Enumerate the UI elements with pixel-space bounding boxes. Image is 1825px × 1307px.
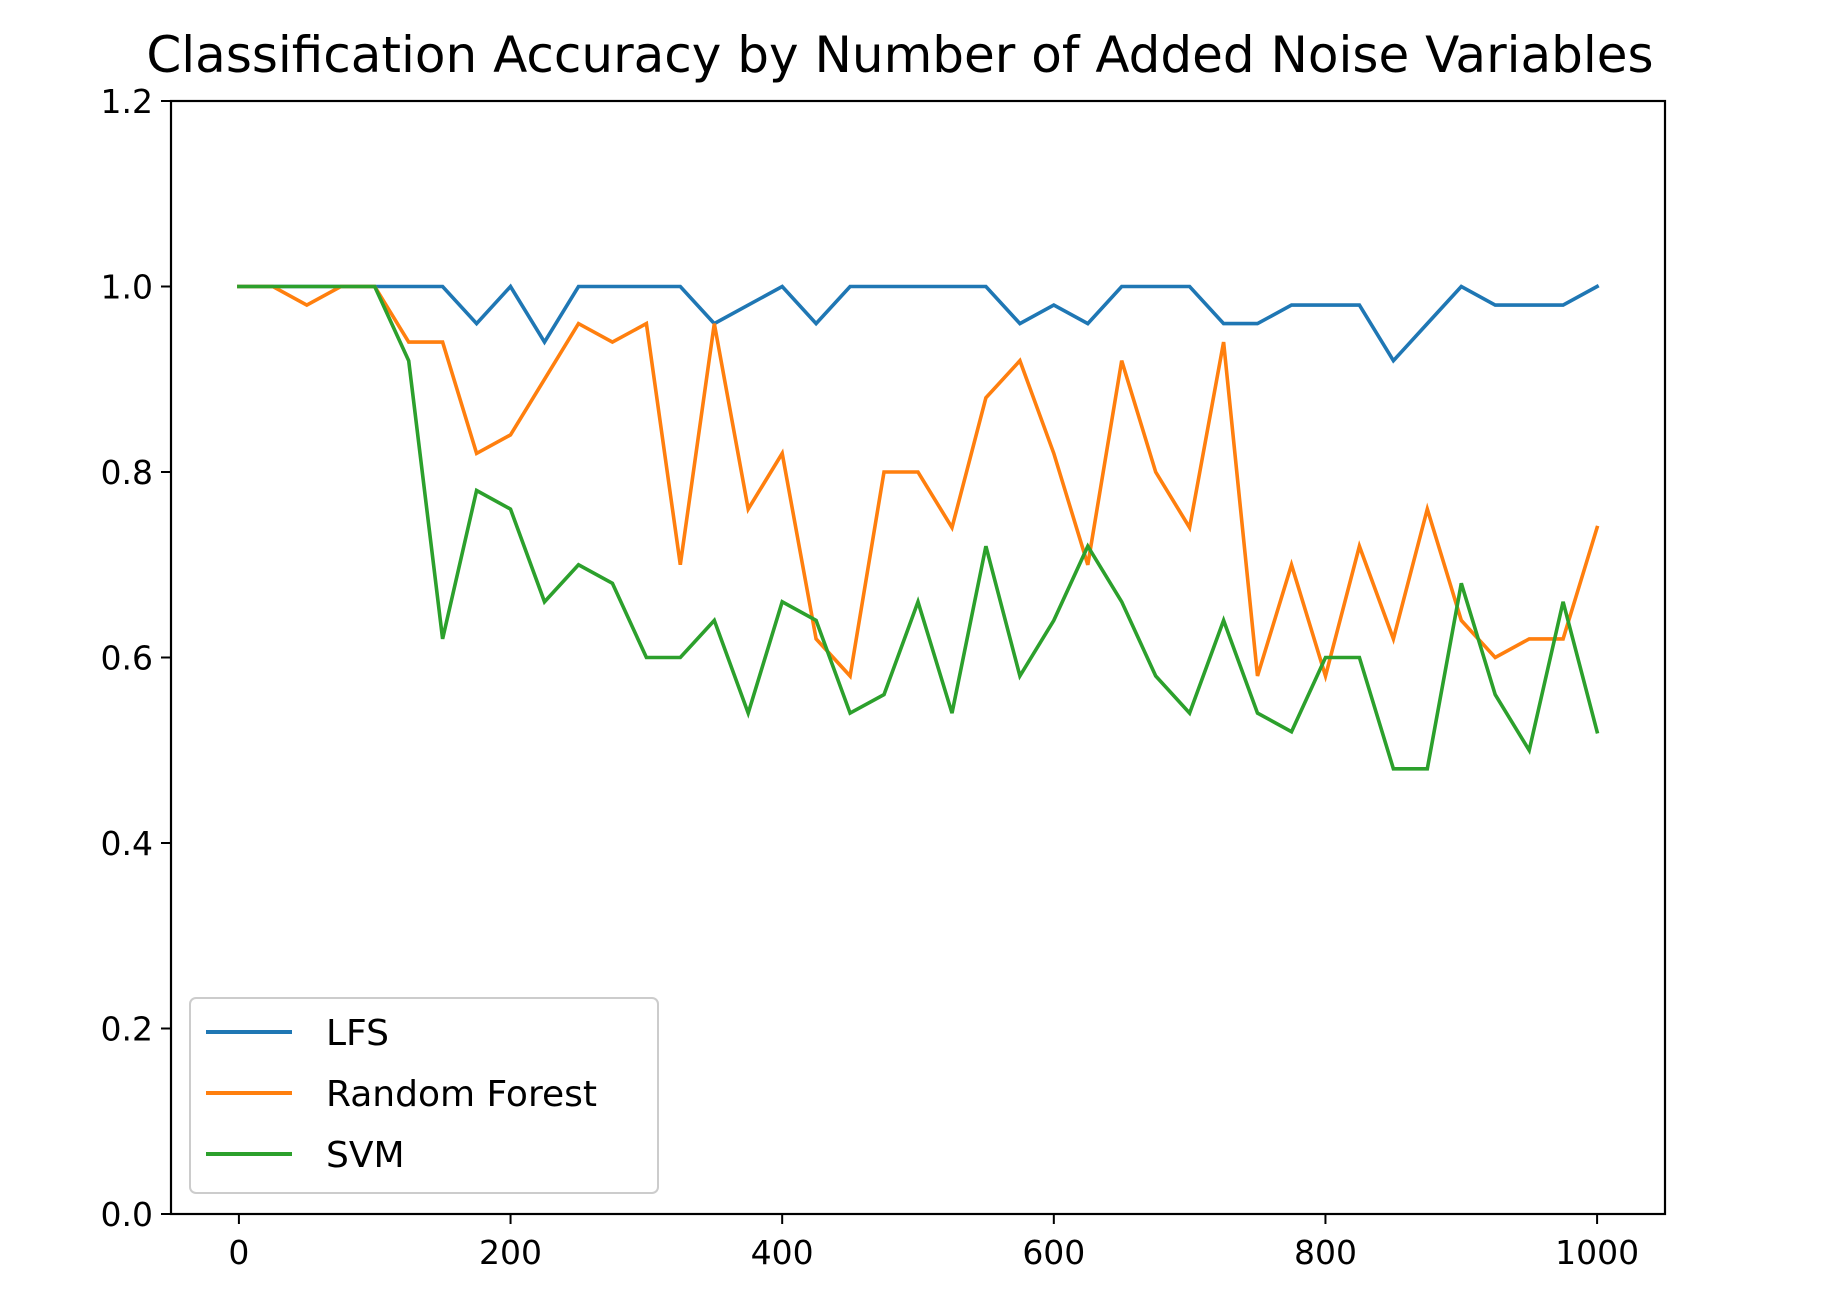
y-tick-label: 0.2 <box>101 1010 153 1049</box>
legend-label: Random Forest <box>326 1074 597 1115</box>
legend-label: SVM <box>326 1135 405 1176</box>
y-tick-label: 1.2 <box>101 82 153 121</box>
y-tick-label: 0.6 <box>101 639 153 678</box>
x-tick-label: 600 <box>1022 1233 1085 1272</box>
chart-title: Classification Accuracy by Number of Add… <box>146 26 1653 84</box>
y-tick-label: 0.0 <box>101 1195 153 1234</box>
legend: LFS Random Forest SVM <box>189 997 659 1194</box>
y-axis: 0.0 0.2 0.4 0.6 0.8 1.0 1.2 <box>101 82 171 1234</box>
y-tick-label: 0.4 <box>101 824 153 863</box>
x-tick-label: 400 <box>751 1233 814 1272</box>
x-tick-label: 0 <box>228 1233 249 1272</box>
x-tick-label: 1000 <box>1555 1233 1639 1272</box>
legend-box <box>189 997 659 1194</box>
x-axis: 0 200 400 600 800 1000 <box>228 1214 1639 1272</box>
x-tick-label: 200 <box>479 1233 542 1272</box>
series-line-2 <box>237 284 1600 771</box>
x-tick-label: 800 <box>1294 1233 1357 1272</box>
y-tick-label: 1.0 <box>101 268 153 307</box>
series-line-0 <box>237 283 1600 364</box>
series-line-1 <box>237 284 1600 683</box>
plot-lines <box>237 283 1600 771</box>
y-tick-label: 0.8 <box>101 453 153 492</box>
legend-label: LFS <box>326 1013 389 1054</box>
